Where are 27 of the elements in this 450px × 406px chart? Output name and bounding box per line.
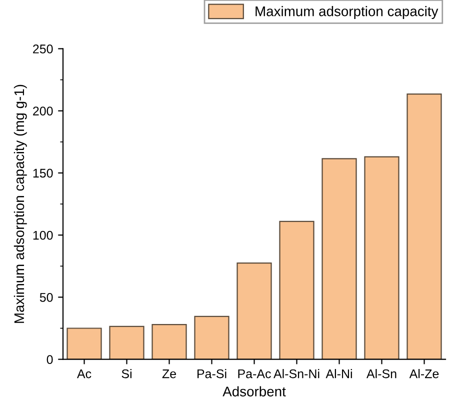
- x-tick-label: Ze: [162, 369, 176, 378]
- bar: [152, 324, 187, 360]
- bar: [364, 156, 400, 360]
- x-tick-label: Si: [122, 369, 132, 378]
- x-tick-label: Al-Ze: [409, 369, 439, 378]
- bar: [66, 328, 102, 360]
- x-tick-label: Al-Sn-Ni: [274, 369, 320, 378]
- bar: [406, 94, 442, 360]
- legend-label: Maximum adsorption capacity: [256, 6, 438, 19]
- y-tick-label: 150: [33, 168, 53, 178]
- y-tick-label: 50: [40, 292, 53, 302]
- x-tick-label: Ac: [76, 369, 92, 378]
- x-axis-title: Adsorbent: [222, 386, 286, 396]
- bar: [279, 220, 314, 360]
- bar: [236, 262, 272, 360]
- x-tick-label: Al-Ni: [326, 369, 352, 378]
- y-tick-label: 100: [33, 230, 53, 240]
- y-tick-label: 250: [33, 44, 53, 54]
- bar: [194, 316, 230, 360]
- x-tick-label: Pa-Ac: [238, 369, 271, 378]
- y-axis-title: Maximum adsorption capacity (mg g-1): [14, 84, 27, 323]
- x-tick-label: Al-Sn: [366, 369, 396, 378]
- y-tick-label: 0: [46, 355, 53, 364]
- y-tick-label: 200: [33, 106, 53, 116]
- bar: [109, 326, 144, 360]
- bar: [322, 158, 357, 360]
- x-tick-label: Pa-Si: [197, 369, 226, 378]
